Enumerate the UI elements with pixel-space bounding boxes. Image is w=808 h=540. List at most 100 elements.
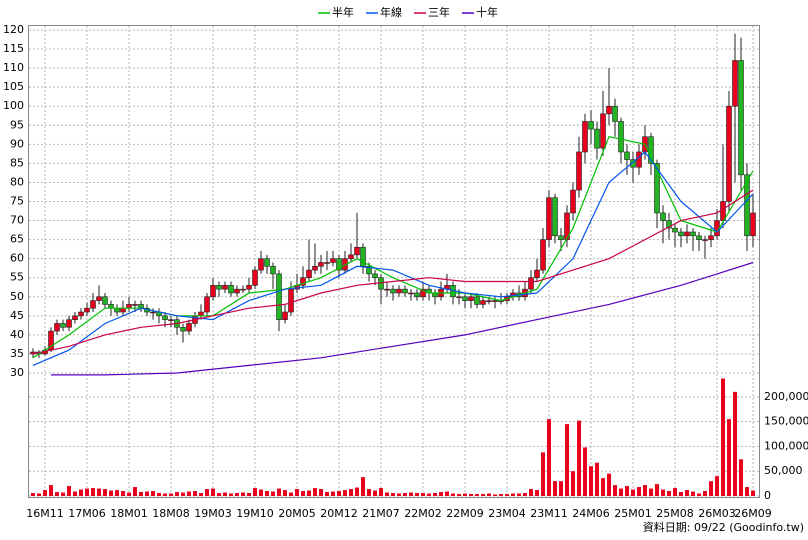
x-tick-label: 26M03 bbox=[698, 507, 736, 520]
candle-body bbox=[384, 288, 390, 291]
candle-body bbox=[558, 235, 564, 240]
candle-body bbox=[456, 296, 462, 299]
y-tick-label: 115 bbox=[3, 42, 24, 55]
x-tick-label: 18M08 bbox=[152, 507, 190, 520]
candle-body bbox=[282, 311, 288, 320]
volume-bar bbox=[475, 494, 479, 496]
volume-bar bbox=[655, 484, 659, 496]
candle-body bbox=[612, 105, 618, 122]
volume-bar bbox=[259, 489, 263, 496]
candle-body bbox=[690, 231, 696, 237]
volume-bar bbox=[109, 490, 113, 496]
volume-bar bbox=[505, 494, 509, 496]
volume-bar bbox=[751, 490, 755, 496]
volume-bar bbox=[667, 491, 671, 496]
volume-bar bbox=[361, 477, 365, 496]
volume-bar bbox=[121, 491, 125, 496]
candle-body bbox=[390, 288, 396, 294]
candle-body bbox=[54, 323, 60, 332]
candle-body bbox=[624, 151, 630, 160]
volume-bar bbox=[49, 485, 53, 496]
candle-body bbox=[582, 121, 588, 153]
candle-body bbox=[618, 121, 624, 153]
volume-bar bbox=[151, 491, 155, 496]
x-tick-label: 25M08 bbox=[656, 507, 694, 520]
volume-bar bbox=[409, 492, 413, 496]
y-tick-label: 50 bbox=[10, 290, 24, 303]
candle-body bbox=[216, 285, 222, 290]
candle-body bbox=[60, 323, 66, 328]
x-tick-label: 18M01 bbox=[110, 507, 148, 520]
volume-bar bbox=[559, 481, 563, 496]
candle-body bbox=[276, 273, 282, 320]
volume-bar bbox=[673, 488, 677, 496]
volume-bar bbox=[61, 492, 65, 496]
candle-body bbox=[528, 277, 534, 290]
volume-bar bbox=[199, 493, 203, 496]
candle-body bbox=[636, 151, 642, 168]
y-tick-label: 110 bbox=[3, 61, 24, 74]
candle-body bbox=[318, 262, 324, 267]
moving-average-line bbox=[32, 189, 754, 355]
candle-body bbox=[594, 128, 600, 149]
volume-bar bbox=[619, 488, 623, 496]
volume-bar bbox=[445, 491, 449, 496]
x-tick-label: 25M01 bbox=[614, 507, 652, 520]
volume-bar bbox=[295, 489, 299, 496]
x-tick-label: 20M05 bbox=[278, 507, 316, 520]
volume-bar bbox=[157, 493, 161, 496]
candle-body bbox=[312, 265, 318, 271]
candle-body bbox=[240, 288, 246, 291]
candle-body bbox=[564, 212, 570, 240]
candle-body bbox=[84, 307, 90, 313]
volume-bar bbox=[211, 488, 215, 496]
volume-bar bbox=[517, 493, 521, 496]
volume-bar bbox=[571, 471, 575, 496]
volume-bar bbox=[37, 493, 41, 496]
volume-bar bbox=[427, 493, 431, 496]
candle-body bbox=[168, 319, 174, 321]
volume-bar bbox=[541, 452, 545, 496]
volume-bar bbox=[145, 491, 149, 496]
y-tick-label: 70 bbox=[10, 214, 24, 227]
y-tick-label: 45 bbox=[10, 309, 24, 322]
candle-body bbox=[90, 300, 96, 309]
volume-bar bbox=[133, 487, 137, 496]
volume-bar bbox=[85, 488, 89, 496]
volume-bar bbox=[511, 493, 515, 496]
x-tick-label: 16M11 bbox=[26, 507, 64, 520]
candle-body bbox=[78, 311, 84, 317]
volume-bar bbox=[613, 485, 617, 496]
volume-bar bbox=[487, 493, 491, 496]
candle-body bbox=[258, 258, 264, 271]
y2-tick-label: 50,000 bbox=[764, 464, 803, 477]
volume-bar bbox=[205, 489, 209, 496]
volume-bar bbox=[727, 419, 731, 496]
candle-body bbox=[348, 254, 354, 259]
y2-tick-label: 0 bbox=[764, 489, 771, 502]
candle-body bbox=[102, 296, 108, 305]
volume-bar bbox=[373, 490, 377, 496]
candle-body bbox=[750, 212, 756, 237]
candle-body bbox=[414, 292, 420, 298]
volume-bar bbox=[433, 493, 437, 496]
volume-bar bbox=[289, 492, 293, 496]
candle-body bbox=[204, 296, 210, 313]
volume-bar bbox=[253, 488, 257, 496]
x-tick-label: 21M07 bbox=[362, 507, 400, 520]
volume-bar bbox=[319, 489, 323, 496]
x-tick-label: 20M12 bbox=[320, 507, 358, 520]
volume-bar bbox=[565, 424, 569, 496]
candle-body bbox=[366, 265, 372, 275]
candle-body bbox=[552, 197, 558, 237]
x-tick-label: 26M09 bbox=[734, 507, 772, 520]
volume-bar bbox=[79, 489, 83, 496]
volume-bar bbox=[367, 489, 371, 496]
y-tick-label: 120 bbox=[3, 23, 24, 36]
candle-body bbox=[72, 315, 78, 320]
candle-body bbox=[408, 292, 414, 295]
candle-body bbox=[162, 315, 168, 320]
volume-bar bbox=[331, 491, 335, 496]
candle-body bbox=[486, 300, 492, 302]
x-tick-label: 23M04 bbox=[488, 507, 526, 520]
